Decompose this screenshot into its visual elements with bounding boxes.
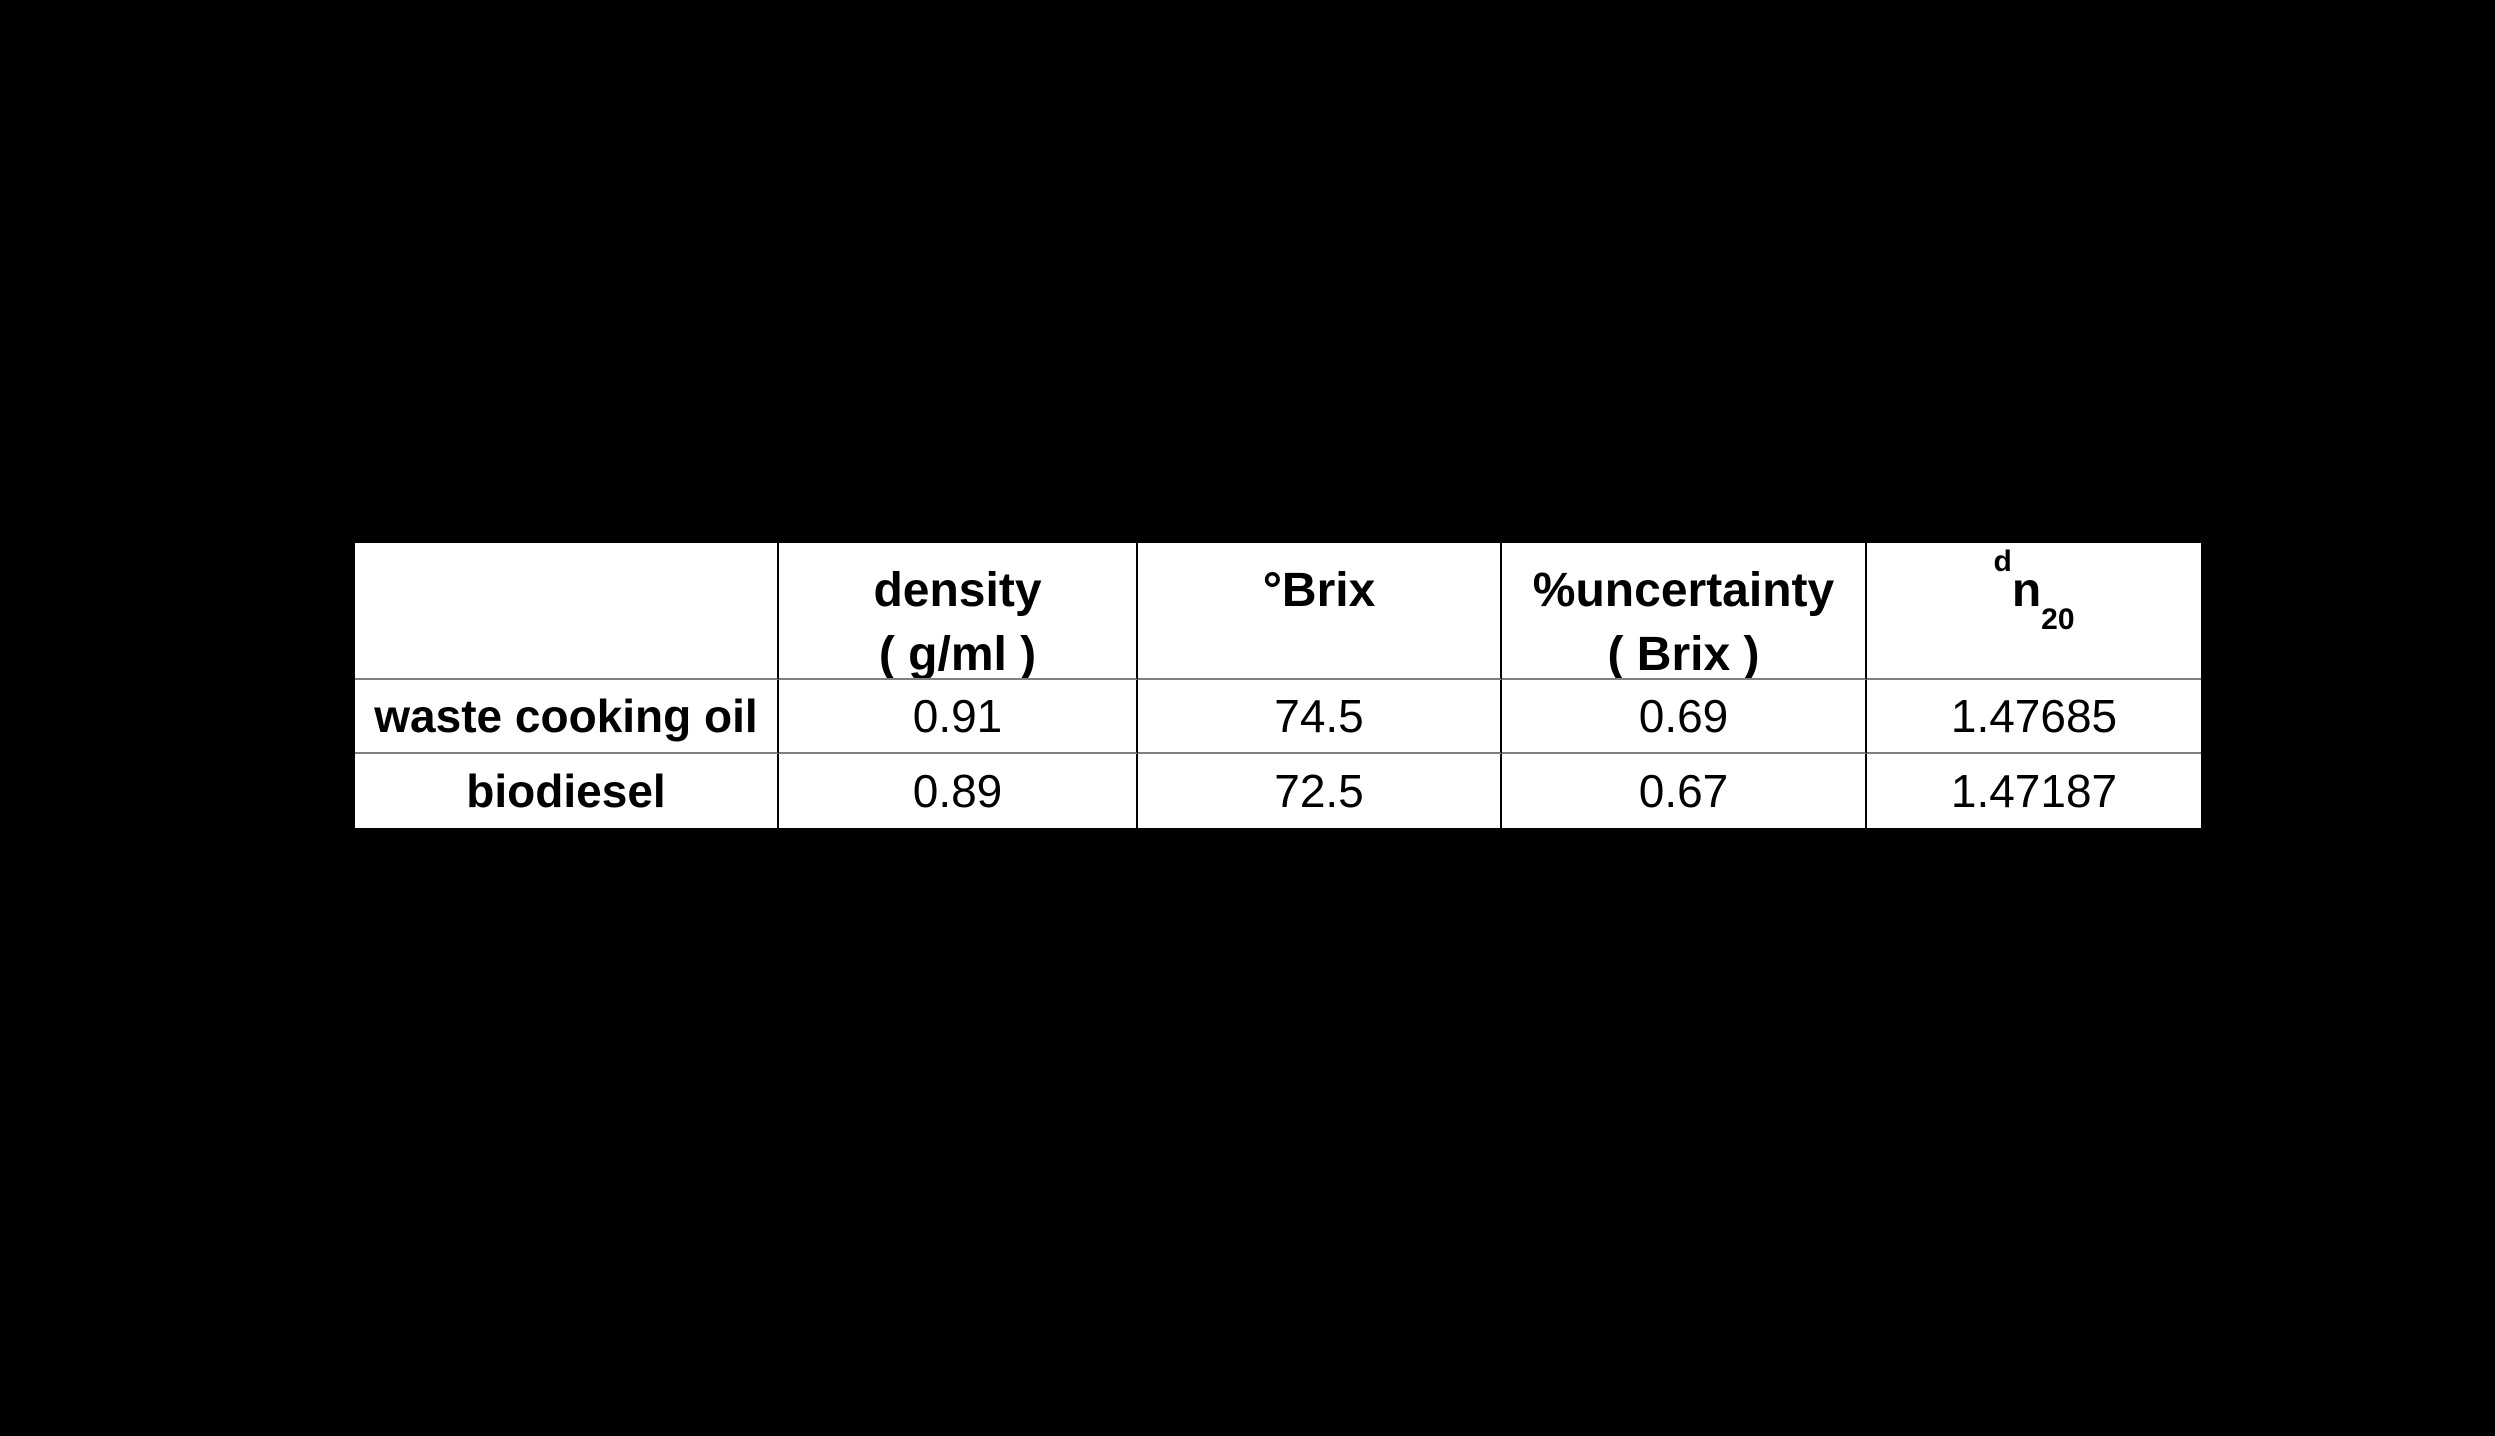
cell-density-biodiesel: 0.89: [779, 754, 1138, 828]
row-label-waste-cooking-oil: waste cooking oil: [355, 680, 779, 754]
cell-uncertainty-waste-cooking-oil: 0.69: [1502, 680, 1867, 754]
cell-brix-waste-cooking-oil: 74.5: [1138, 680, 1502, 754]
header-unit: ( Brix ): [1607, 628, 1760, 680]
header-unit: ( g/ml ): [878, 628, 1037, 680]
header-label: dn20: [1993, 547, 2074, 635]
header-cell-uncertainty: %uncertainty ( Brix ): [1502, 543, 1867, 680]
subscript-20: 20: [2041, 602, 2075, 636]
cell-brix-biodiesel: 72.5: [1138, 754, 1502, 828]
header-label: density: [873, 564, 1042, 617]
cell-uncertainty-biodiesel: 0.67: [1502, 754, 1867, 828]
header-cell-brix: °Brix: [1138, 543, 1502, 680]
header-label: °Brix: [1262, 564, 1376, 617]
header-label: %uncertainty: [1532, 564, 1835, 617]
measurements-table: density ( g/ml ) °Brix %uncertainty ( Br…: [352, 540, 2204, 831]
cell-refractive-index-waste-cooking-oil: 1.47685: [1867, 680, 2201, 754]
symbol-n: n: [2011, 564, 2042, 617]
header-cell-substance: [355, 543, 779, 680]
row-label-biodiesel: biodiesel: [355, 754, 779, 828]
cell-density-waste-cooking-oil: 0.91: [779, 680, 1138, 754]
header-cell-density: density ( g/ml ): [779, 543, 1138, 680]
cell-refractive-index-biodiesel: 1.47187: [1950, 765, 2118, 817]
header-cell-refractive-index: dn20: [1867, 543, 2201, 680]
superscript-d: d: [1993, 545, 2012, 578]
